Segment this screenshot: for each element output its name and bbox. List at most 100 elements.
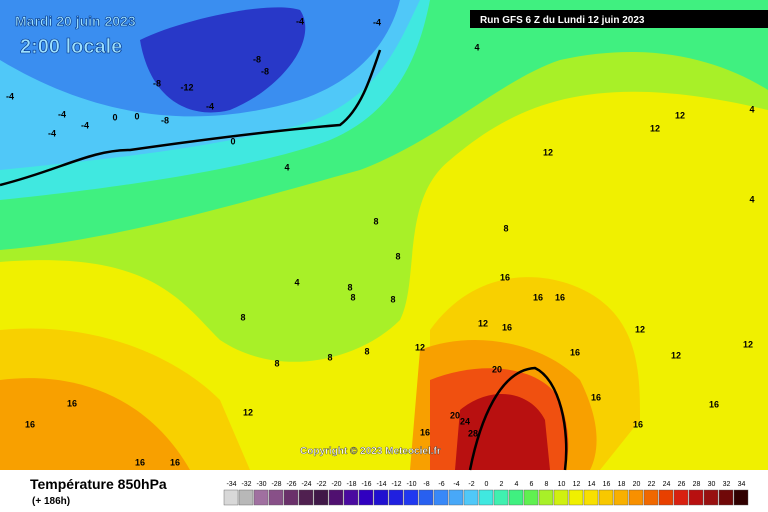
scale-swatch <box>568 489 584 506</box>
scale-swatch <box>688 489 704 506</box>
scale-label: -8 <box>423 481 429 488</box>
contour-label: 12 <box>650 123 660 133</box>
scale-swatch <box>283 489 299 506</box>
contour-label: 0 <box>112 112 117 122</box>
contour-label: -8 <box>261 66 269 76</box>
contour-label: -4 <box>58 109 66 119</box>
contour-label: -8 <box>153 78 161 88</box>
contour-label: 20 <box>492 364 502 374</box>
scale-swatch <box>358 489 374 506</box>
legend-title: Température 850hPa <box>30 476 167 492</box>
contour-label: 12 <box>543 147 553 157</box>
scale-label: -6 <box>438 481 444 488</box>
contour-label: 12 <box>743 339 753 349</box>
contour-label: 0 <box>230 136 235 146</box>
contour-label: 0 <box>134 111 139 121</box>
contour-label: 4 <box>474 42 479 52</box>
scale-swatch <box>433 489 449 506</box>
contour-label: 12 <box>243 407 253 417</box>
scale-label: 14 <box>588 481 596 488</box>
contour-label: 16 <box>533 292 543 302</box>
scale-swatch <box>538 489 554 506</box>
scale-swatch <box>268 489 284 506</box>
forecast-date: Mardi 20 juin 2023 <box>15 13 136 29</box>
scale-label: 24 <box>663 481 671 488</box>
scale-swatch <box>658 489 674 506</box>
scale-swatch <box>313 489 329 506</box>
scale-swatch <box>253 489 269 506</box>
scale-swatch <box>223 489 239 506</box>
contour-label: 4 <box>749 104 754 114</box>
contour-label: 12 <box>671 350 681 360</box>
contour-labels: -4 -4-8-8-8 -12-4-8-4-4-4-40 00444888888888… <box>6 16 755 467</box>
scale-swatch <box>583 489 599 506</box>
scale-label: -18 <box>346 481 356 488</box>
contour-label: -4 <box>48 128 56 138</box>
contour-label: 16 <box>135 457 145 467</box>
contour-label: 16 <box>709 399 719 409</box>
scale-swatch <box>403 489 419 506</box>
contour-label: 12 <box>415 342 425 352</box>
scale-label: -10 <box>406 481 416 488</box>
scale-swatch <box>703 489 719 506</box>
contour-label: 8 <box>364 346 369 356</box>
scale-swatch <box>343 489 359 506</box>
scale-label: -22 <box>316 481 326 488</box>
scale-label: -20 <box>331 481 341 488</box>
scale-swatch <box>553 489 569 506</box>
contour-label: 8 <box>327 352 332 362</box>
scale-swatch <box>493 489 509 506</box>
scale-label: 30 <box>708 481 716 488</box>
scale-swatch <box>598 489 614 506</box>
scale-label: -12 <box>391 481 401 488</box>
contour-label: 8 <box>350 292 355 302</box>
scale-swatch <box>718 489 734 506</box>
scale-label: -32 <box>241 481 251 488</box>
contour-label: 16 <box>633 419 643 429</box>
scale-label: 0 <box>485 481 489 488</box>
scale-label: -28 <box>271 481 281 488</box>
scale-swatch <box>463 489 479 506</box>
scale-swatch <box>643 489 659 506</box>
scale-label: -34 <box>226 481 236 488</box>
scale-label: 12 <box>573 481 581 488</box>
contour-label: -8 <box>253 54 261 64</box>
scale-label: -24 <box>301 481 311 488</box>
contour-label: -4 <box>6 91 14 101</box>
lead-time: (+ 186h) <box>32 496 70 507</box>
contour-label: 8 <box>503 223 508 233</box>
scale-label: 32 <box>723 481 731 488</box>
contour-label: 28 <box>468 428 478 438</box>
contour-label: 8 <box>390 294 395 304</box>
scale-swatch <box>508 489 524 506</box>
scale-label: 4 <box>515 481 519 488</box>
contour-label: 16 <box>500 272 510 282</box>
scale-swatch <box>388 489 404 506</box>
contour-label: -4 <box>81 120 89 130</box>
temperature-field <box>0 0 768 471</box>
contour-label: 8 <box>240 312 245 322</box>
scale-label: -16 <box>361 481 371 488</box>
contour-label: 4 <box>284 162 289 172</box>
scale-label: -2 <box>468 481 474 488</box>
contour-label: 16 <box>591 392 601 402</box>
scale-label: -30 <box>256 481 266 488</box>
scale-label: -4 <box>453 481 459 488</box>
scale-swatch <box>238 489 254 506</box>
scale-swatch <box>448 489 464 506</box>
scale-label: 16 <box>603 481 611 488</box>
contour-label: 16 <box>420 427 430 437</box>
contour-label: -8 <box>161 115 169 125</box>
scale-label: 34 <box>738 481 746 488</box>
scale-label: 18 <box>618 481 626 488</box>
scale-label: -26 <box>286 481 296 488</box>
contour-label: 12 <box>675 110 685 120</box>
color-scale: -34 -32 -30 -28 -26 -24 -22 -20 -18 -16 -14 -12 -10-… <box>223 481 749 506</box>
scale-swatch <box>478 489 494 506</box>
contour-label: 12 <box>478 318 488 328</box>
scale-swatch <box>373 489 389 506</box>
contour-label: 4 <box>749 194 754 204</box>
contour-label: -12 <box>180 82 193 92</box>
